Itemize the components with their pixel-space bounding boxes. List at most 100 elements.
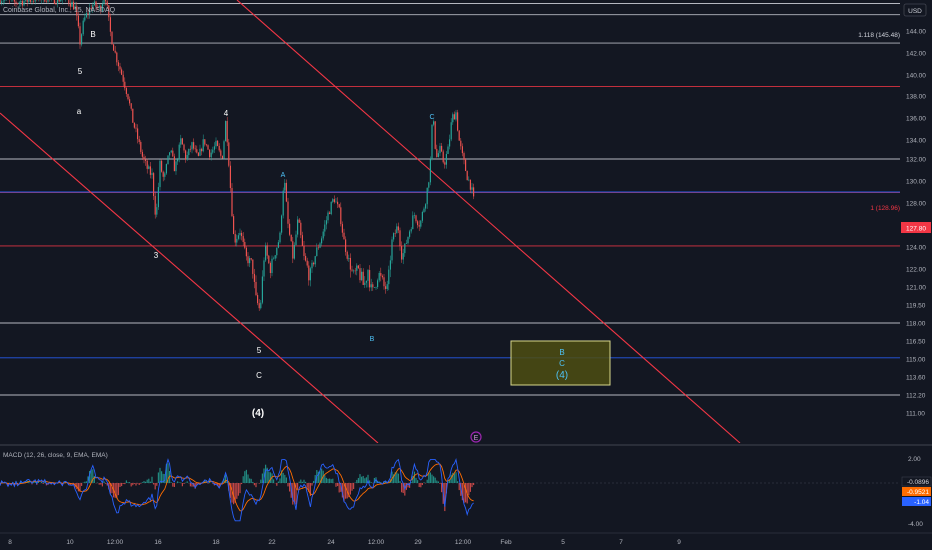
candle-body bbox=[167, 155, 169, 165]
macd-histogram-bar bbox=[297, 483, 299, 490]
target-box[interactable] bbox=[510, 340, 611, 386]
macd-histogram-bar bbox=[258, 483, 260, 484]
target-zone[interactable]: B C (4) bbox=[510, 340, 611, 386]
macd-histogram-bar bbox=[194, 483, 196, 489]
wave-label: C bbox=[429, 114, 434, 121]
macd-histogram-bar bbox=[255, 483, 257, 488]
candle-body bbox=[434, 121, 436, 149]
candle-body bbox=[209, 149, 211, 158]
candle-body bbox=[130, 103, 132, 109]
time-axis-tick: 12:00 bbox=[368, 539, 385, 546]
candle-body bbox=[125, 88, 127, 94]
candle-body bbox=[26, 0, 28, 2]
wave-label: (4) bbox=[252, 408, 264, 419]
candle-body bbox=[276, 247, 278, 256]
candle-body bbox=[82, 20, 84, 35]
macd-histogram-bar bbox=[428, 472, 430, 483]
candle-body bbox=[87, 13, 89, 15]
candle-body bbox=[426, 187, 428, 205]
currency-badge[interactable]: USD bbox=[903, 3, 927, 17]
macd-histogram-bar bbox=[130, 483, 132, 487]
candle-body bbox=[250, 258, 252, 260]
candle-body bbox=[378, 272, 380, 281]
macd-histogram-bar bbox=[103, 481, 105, 483]
candle-body bbox=[425, 204, 427, 209]
fib-level-label-1118: 1.118 (145.48) bbox=[858, 32, 900, 39]
candle-body bbox=[301, 235, 303, 246]
price-axis-tick: 112.20 bbox=[906, 393, 926, 400]
candle-body bbox=[133, 122, 135, 128]
candle-body bbox=[15, 1, 17, 4]
macd-histogram-bar bbox=[93, 475, 95, 483]
candle-body bbox=[79, 26, 81, 45]
macd-histogram-bar bbox=[401, 483, 403, 493]
event-marker-circle[interactable] bbox=[470, 431, 482, 443]
candle-body bbox=[340, 207, 342, 225]
wave-label: 3 bbox=[154, 251, 159, 260]
candle-body bbox=[105, 0, 107, 2]
macd-histogram-bar bbox=[61, 483, 63, 486]
macd-hist-value: -0.0896 bbox=[907, 479, 929, 486]
macd-signal-tag bbox=[902, 487, 931, 496]
candle-body bbox=[388, 269, 390, 285]
candle-body bbox=[367, 270, 369, 281]
candle-body bbox=[321, 238, 323, 244]
candle-body bbox=[207, 145, 209, 150]
macd-histogram-bar bbox=[293, 483, 295, 502]
candle-body bbox=[121, 69, 123, 75]
candle-body bbox=[332, 199, 334, 202]
candle-body bbox=[297, 219, 299, 235]
macd-histogram-bar bbox=[271, 473, 273, 483]
candle-body bbox=[45, 1, 47, 3]
macd-histogram-bar bbox=[338, 483, 340, 493]
macd-histogram-bar bbox=[351, 483, 353, 491]
time-axis-tick: 12:00 bbox=[107, 539, 124, 546]
macd-histogram-bar bbox=[122, 483, 124, 484]
event-marker[interactable]: E bbox=[470, 431, 482, 443]
candle-body bbox=[317, 247, 319, 249]
macd-histogram-bar bbox=[282, 472, 284, 483]
macd-histogram-bar bbox=[237, 483, 239, 496]
candle-body bbox=[407, 236, 409, 244]
macd-histogram-bar bbox=[455, 472, 457, 483]
candle-body bbox=[346, 251, 348, 259]
macd-histogram-bar bbox=[156, 483, 158, 486]
macd-histogram-bar bbox=[234, 483, 236, 503]
macd-histogram-bar bbox=[245, 469, 247, 483]
candle-body bbox=[385, 286, 387, 289]
candle-body bbox=[412, 215, 414, 230]
currency-badge-box[interactable] bbox=[903, 3, 927, 17]
macd-histogram-bar bbox=[138, 483, 140, 485]
candle-body bbox=[433, 121, 435, 125]
candle-body bbox=[356, 265, 358, 271]
candle-body bbox=[335, 201, 337, 203]
candle-body bbox=[372, 284, 374, 288]
candle-body bbox=[18, 2, 20, 4]
candle-body bbox=[453, 114, 455, 120]
candle-body bbox=[229, 165, 231, 189]
macd-histogram-bar bbox=[399, 481, 401, 483]
horizontal-lines-layer bbox=[0, 3, 900, 396]
candle-body bbox=[449, 139, 451, 147]
macd-axis-tick-bottom: -4.00 bbox=[908, 521, 923, 528]
candle-body bbox=[135, 127, 137, 129]
candle-body bbox=[111, 31, 113, 45]
candle-body bbox=[249, 258, 251, 264]
macd-histogram-bar bbox=[191, 483, 193, 487]
macd-histogram-bar bbox=[268, 471, 270, 483]
candle-body bbox=[437, 153, 439, 158]
candle-body bbox=[348, 257, 350, 259]
macd-histogram-bar bbox=[313, 480, 315, 483]
macd-line bbox=[0, 458, 474, 522]
price-axis-tick: 111.00 bbox=[906, 411, 925, 418]
candle-body bbox=[365, 280, 367, 283]
price-axis-tick: 136.00 bbox=[906, 116, 926, 123]
price-axis-tick: 134.00 bbox=[906, 138, 926, 145]
candle-body bbox=[165, 164, 167, 174]
macd-histogram-bar bbox=[356, 479, 358, 483]
macd-histogram-bar bbox=[369, 480, 371, 483]
time-axis[interactable]: 8 10 12:00 16 18 22 24 12:00 29 12:00 Feb 5 7 9 bbox=[8, 539, 681, 546]
candle-body bbox=[245, 247, 247, 257]
